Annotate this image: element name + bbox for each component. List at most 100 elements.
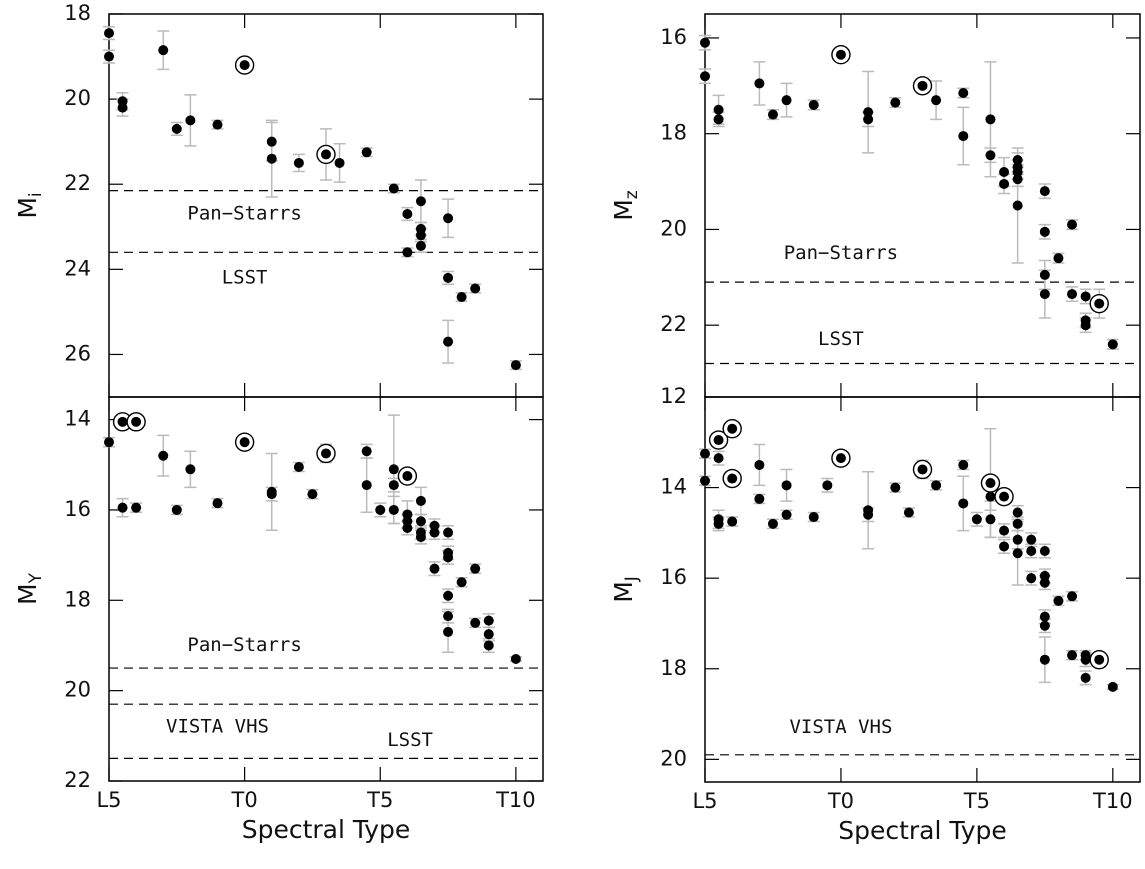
y-tick-label: 14 <box>64 407 91 431</box>
point <box>1080 654 1091 665</box>
point <box>415 516 426 527</box>
point <box>971 514 982 525</box>
point <box>754 493 765 504</box>
point <box>999 178 1010 189</box>
annotation: LSST <box>222 266 268 288</box>
point <box>1067 591 1078 602</box>
point <box>1039 289 1050 300</box>
point <box>443 527 454 538</box>
point <box>361 446 372 457</box>
point <box>1080 291 1091 302</box>
point <box>361 147 372 158</box>
point <box>999 541 1010 552</box>
point <box>700 475 710 486</box>
point <box>1012 200 1023 211</box>
point <box>415 240 426 251</box>
point <box>388 480 399 491</box>
point <box>1094 654 1105 665</box>
point <box>429 527 440 538</box>
point <box>321 448 331 459</box>
point <box>1039 226 1050 237</box>
point <box>958 87 969 98</box>
point <box>835 453 846 464</box>
point <box>713 518 724 529</box>
y-tick-label: 22 <box>64 171 91 195</box>
point <box>470 283 481 294</box>
point <box>985 150 996 161</box>
point <box>456 291 467 302</box>
y-tick-label: 22 <box>64 768 91 792</box>
point <box>415 196 426 207</box>
point <box>402 471 413 482</box>
point <box>470 617 481 628</box>
y-tick-label: 16 <box>660 565 687 589</box>
point <box>131 416 142 427</box>
annotation: Pan−Starrs <box>187 634 301 656</box>
point <box>1039 611 1050 622</box>
panel: 16 18 20 22 Mz Pan−Starrs LSST <box>609 13 1141 398</box>
point <box>1067 289 1078 300</box>
point <box>1107 339 1118 350</box>
point <box>388 464 399 475</box>
point <box>917 464 928 475</box>
point <box>1039 186 1050 197</box>
point <box>117 502 128 513</box>
plot-frame <box>704 13 1141 398</box>
point <box>388 183 399 194</box>
point <box>890 97 901 108</box>
point <box>307 489 318 500</box>
point <box>293 462 304 473</box>
point <box>104 437 114 448</box>
point <box>781 480 792 491</box>
y-axis-label: MY <box>13 572 46 605</box>
point <box>1080 320 1091 331</box>
point <box>822 480 833 491</box>
y-axis-label: Mi <box>13 192 46 218</box>
y-tick-label: 14 <box>660 475 687 499</box>
point <box>510 654 521 665</box>
annotation: LSST <box>818 328 864 350</box>
point <box>985 114 996 125</box>
y-axis-label-subscript: i <box>26 192 46 197</box>
y-tick-label: 18 <box>64 587 91 611</box>
plot-frame <box>108 396 544 782</box>
y-tick-label: 20 <box>660 216 687 240</box>
point <box>239 60 250 71</box>
point <box>1039 577 1050 588</box>
point <box>266 136 277 147</box>
point <box>808 99 819 110</box>
point <box>713 453 724 464</box>
point <box>415 495 426 506</box>
point <box>1012 155 1023 166</box>
point <box>700 37 710 48</box>
point <box>1026 546 1037 556</box>
point <box>903 507 914 518</box>
point <box>808 512 819 523</box>
point <box>361 480 372 491</box>
point <box>131 502 142 513</box>
point <box>890 482 901 493</box>
point <box>727 473 738 484</box>
point <box>754 459 765 470</box>
point <box>1012 507 1023 518</box>
point <box>958 498 969 509</box>
y-axis-label-main: M <box>13 583 42 605</box>
point <box>931 480 942 491</box>
point <box>713 114 724 125</box>
y-axis-label: Mz <box>609 190 642 221</box>
point <box>266 489 277 500</box>
point <box>985 478 996 489</box>
point <box>985 514 996 525</box>
y-tick-label: 12 <box>660 384 687 408</box>
point <box>700 448 710 459</box>
y-axis-label-main: M <box>609 199 638 221</box>
annotation: VISTA VHS <box>166 715 269 737</box>
y-tick-label: 20 <box>64 678 91 702</box>
point <box>958 131 969 142</box>
point <box>483 629 494 640</box>
point <box>171 504 182 515</box>
point <box>321 149 331 160</box>
